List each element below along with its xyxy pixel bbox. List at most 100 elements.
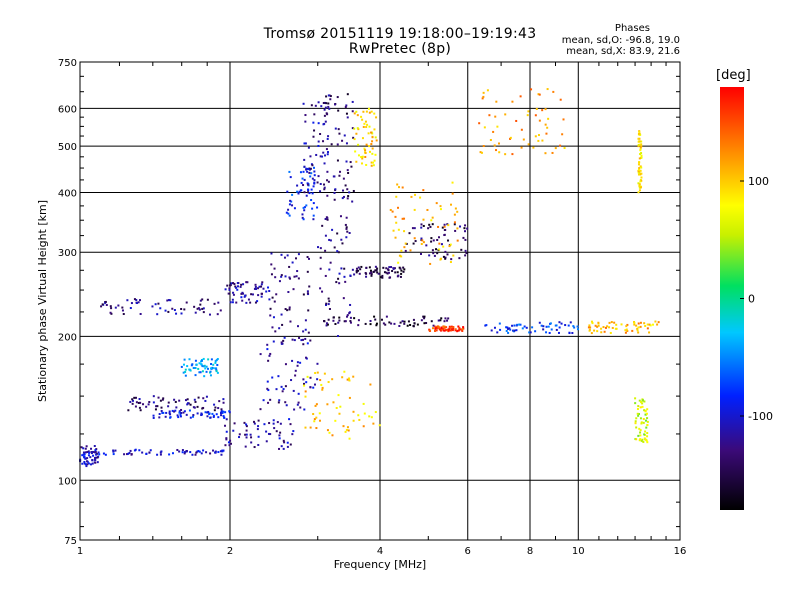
data-point bbox=[227, 292, 230, 295]
data-point bbox=[357, 324, 360, 327]
data-point bbox=[450, 203, 453, 206]
data-point bbox=[428, 223, 431, 226]
data-point bbox=[358, 272, 361, 275]
data-point bbox=[228, 287, 231, 290]
data-point bbox=[437, 225, 440, 228]
data-point bbox=[230, 282, 233, 285]
data-point bbox=[314, 372, 317, 375]
data-point bbox=[345, 227, 348, 230]
data-point bbox=[448, 325, 451, 328]
data-point bbox=[357, 143, 360, 146]
data-point bbox=[436, 238, 439, 241]
data-point bbox=[185, 301, 188, 304]
data-point bbox=[410, 195, 413, 198]
data-point bbox=[260, 292, 263, 295]
data-point bbox=[109, 311, 112, 314]
data-point bbox=[498, 322, 501, 325]
data-point bbox=[382, 322, 385, 325]
data-point bbox=[180, 307, 183, 310]
data-point bbox=[456, 329, 459, 332]
data-point bbox=[368, 145, 371, 148]
data-point bbox=[439, 208, 442, 211]
data-point bbox=[266, 380, 269, 383]
data-point bbox=[117, 304, 120, 307]
data-point bbox=[233, 422, 236, 425]
data-point bbox=[604, 326, 607, 329]
data-point bbox=[287, 291, 290, 294]
y-tick-label: 750 bbox=[58, 58, 77, 69]
data-point bbox=[114, 306, 117, 309]
data-point bbox=[564, 324, 567, 327]
data-point bbox=[220, 410, 223, 413]
data-point bbox=[441, 226, 444, 229]
data-point bbox=[313, 170, 316, 173]
data-point bbox=[443, 233, 446, 236]
phase-stats-x-mode: mean, sd,X: 83.9, 21.6 bbox=[566, 46, 680, 57]
data-point bbox=[452, 326, 455, 329]
data-point bbox=[322, 101, 325, 104]
data-point bbox=[420, 223, 423, 226]
data-point bbox=[646, 327, 649, 330]
data-point bbox=[287, 212, 290, 215]
data-point bbox=[422, 218, 425, 221]
data-point bbox=[81, 454, 84, 457]
data-point bbox=[198, 308, 201, 311]
data-point bbox=[309, 386, 312, 389]
data-point bbox=[458, 326, 461, 329]
data-point bbox=[304, 114, 307, 117]
data-point bbox=[355, 269, 358, 272]
data-point bbox=[411, 227, 414, 230]
data-point bbox=[168, 410, 171, 413]
colorbar-tick-label: 100 bbox=[748, 175, 769, 188]
chart-title: Tromsø 20151119 19:18:00–19:19:43 bbox=[263, 26, 537, 42]
data-point bbox=[306, 342, 309, 345]
data-point bbox=[178, 399, 181, 402]
data-point bbox=[386, 272, 389, 275]
data-point bbox=[149, 449, 152, 452]
data-point bbox=[312, 386, 315, 389]
data-point bbox=[644, 419, 647, 422]
data-point bbox=[372, 164, 375, 167]
data-point bbox=[126, 299, 129, 302]
data-point bbox=[640, 166, 643, 169]
data-point bbox=[319, 256, 322, 259]
data-point bbox=[160, 410, 163, 413]
data-point bbox=[286, 309, 289, 312]
data-point bbox=[199, 371, 202, 374]
data-point bbox=[199, 299, 202, 302]
data-point bbox=[431, 249, 434, 252]
data-point bbox=[102, 452, 105, 455]
data-point bbox=[181, 449, 184, 452]
data-point bbox=[81, 462, 84, 465]
data-point bbox=[219, 450, 222, 453]
data-point bbox=[286, 441, 289, 444]
data-point bbox=[197, 449, 200, 452]
data-point bbox=[402, 266, 405, 269]
data-point bbox=[602, 326, 605, 329]
data-point bbox=[259, 408, 262, 411]
data-point bbox=[334, 188, 337, 191]
data-point bbox=[104, 453, 107, 456]
data-point bbox=[547, 117, 550, 120]
data-point bbox=[505, 329, 508, 332]
data-point bbox=[225, 438, 228, 441]
data-point bbox=[645, 426, 648, 429]
data-point bbox=[423, 317, 426, 320]
y-tick-label: 400 bbox=[58, 188, 77, 199]
data-point bbox=[374, 153, 377, 156]
data-point bbox=[369, 323, 372, 326]
data-point bbox=[135, 298, 138, 301]
data-point bbox=[464, 238, 467, 241]
data-point bbox=[214, 361, 217, 364]
data-point bbox=[93, 445, 96, 448]
data-point bbox=[131, 398, 134, 401]
data-point bbox=[148, 451, 151, 454]
data-point bbox=[439, 205, 442, 208]
data-point bbox=[275, 430, 278, 433]
data-point bbox=[156, 453, 159, 456]
data-point bbox=[346, 116, 349, 119]
data-point bbox=[204, 367, 207, 370]
data-point bbox=[302, 206, 305, 209]
data-point bbox=[354, 150, 357, 153]
data-point bbox=[243, 421, 246, 424]
